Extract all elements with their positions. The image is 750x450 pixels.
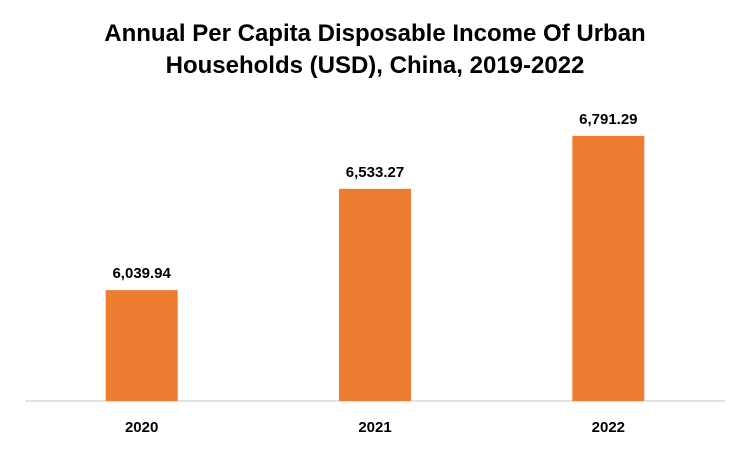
x-tick-label-2021: 2021 bbox=[358, 419, 391, 436]
chart-title-line-2: Households (USD), China, 2019-2022 bbox=[165, 52, 585, 79]
data-label-2021: 6,533.27 bbox=[346, 164, 404, 181]
bar-2022 bbox=[572, 135, 645, 402]
data-label-2022: 6,791.29 bbox=[579, 111, 637, 128]
bar-2020 bbox=[105, 290, 178, 401]
bar-2021 bbox=[339, 188, 411, 401]
chart-title-line-1: Annual Per Capita Disposable Income Of U… bbox=[104, 20, 646, 47]
x-tick-label-2020: 2020 bbox=[125, 419, 158, 436]
bars-group: 6,039.94 2020 6,533.27 2021 6,791.29 2022 bbox=[105, 111, 645, 436]
chart-title: Annual Per Capita Disposable Income Of U… bbox=[0, 18, 750, 82]
x-tick-label-2022: 2022 bbox=[592, 419, 625, 436]
data-label-2020: 6,039.94 bbox=[112, 265, 171, 282]
